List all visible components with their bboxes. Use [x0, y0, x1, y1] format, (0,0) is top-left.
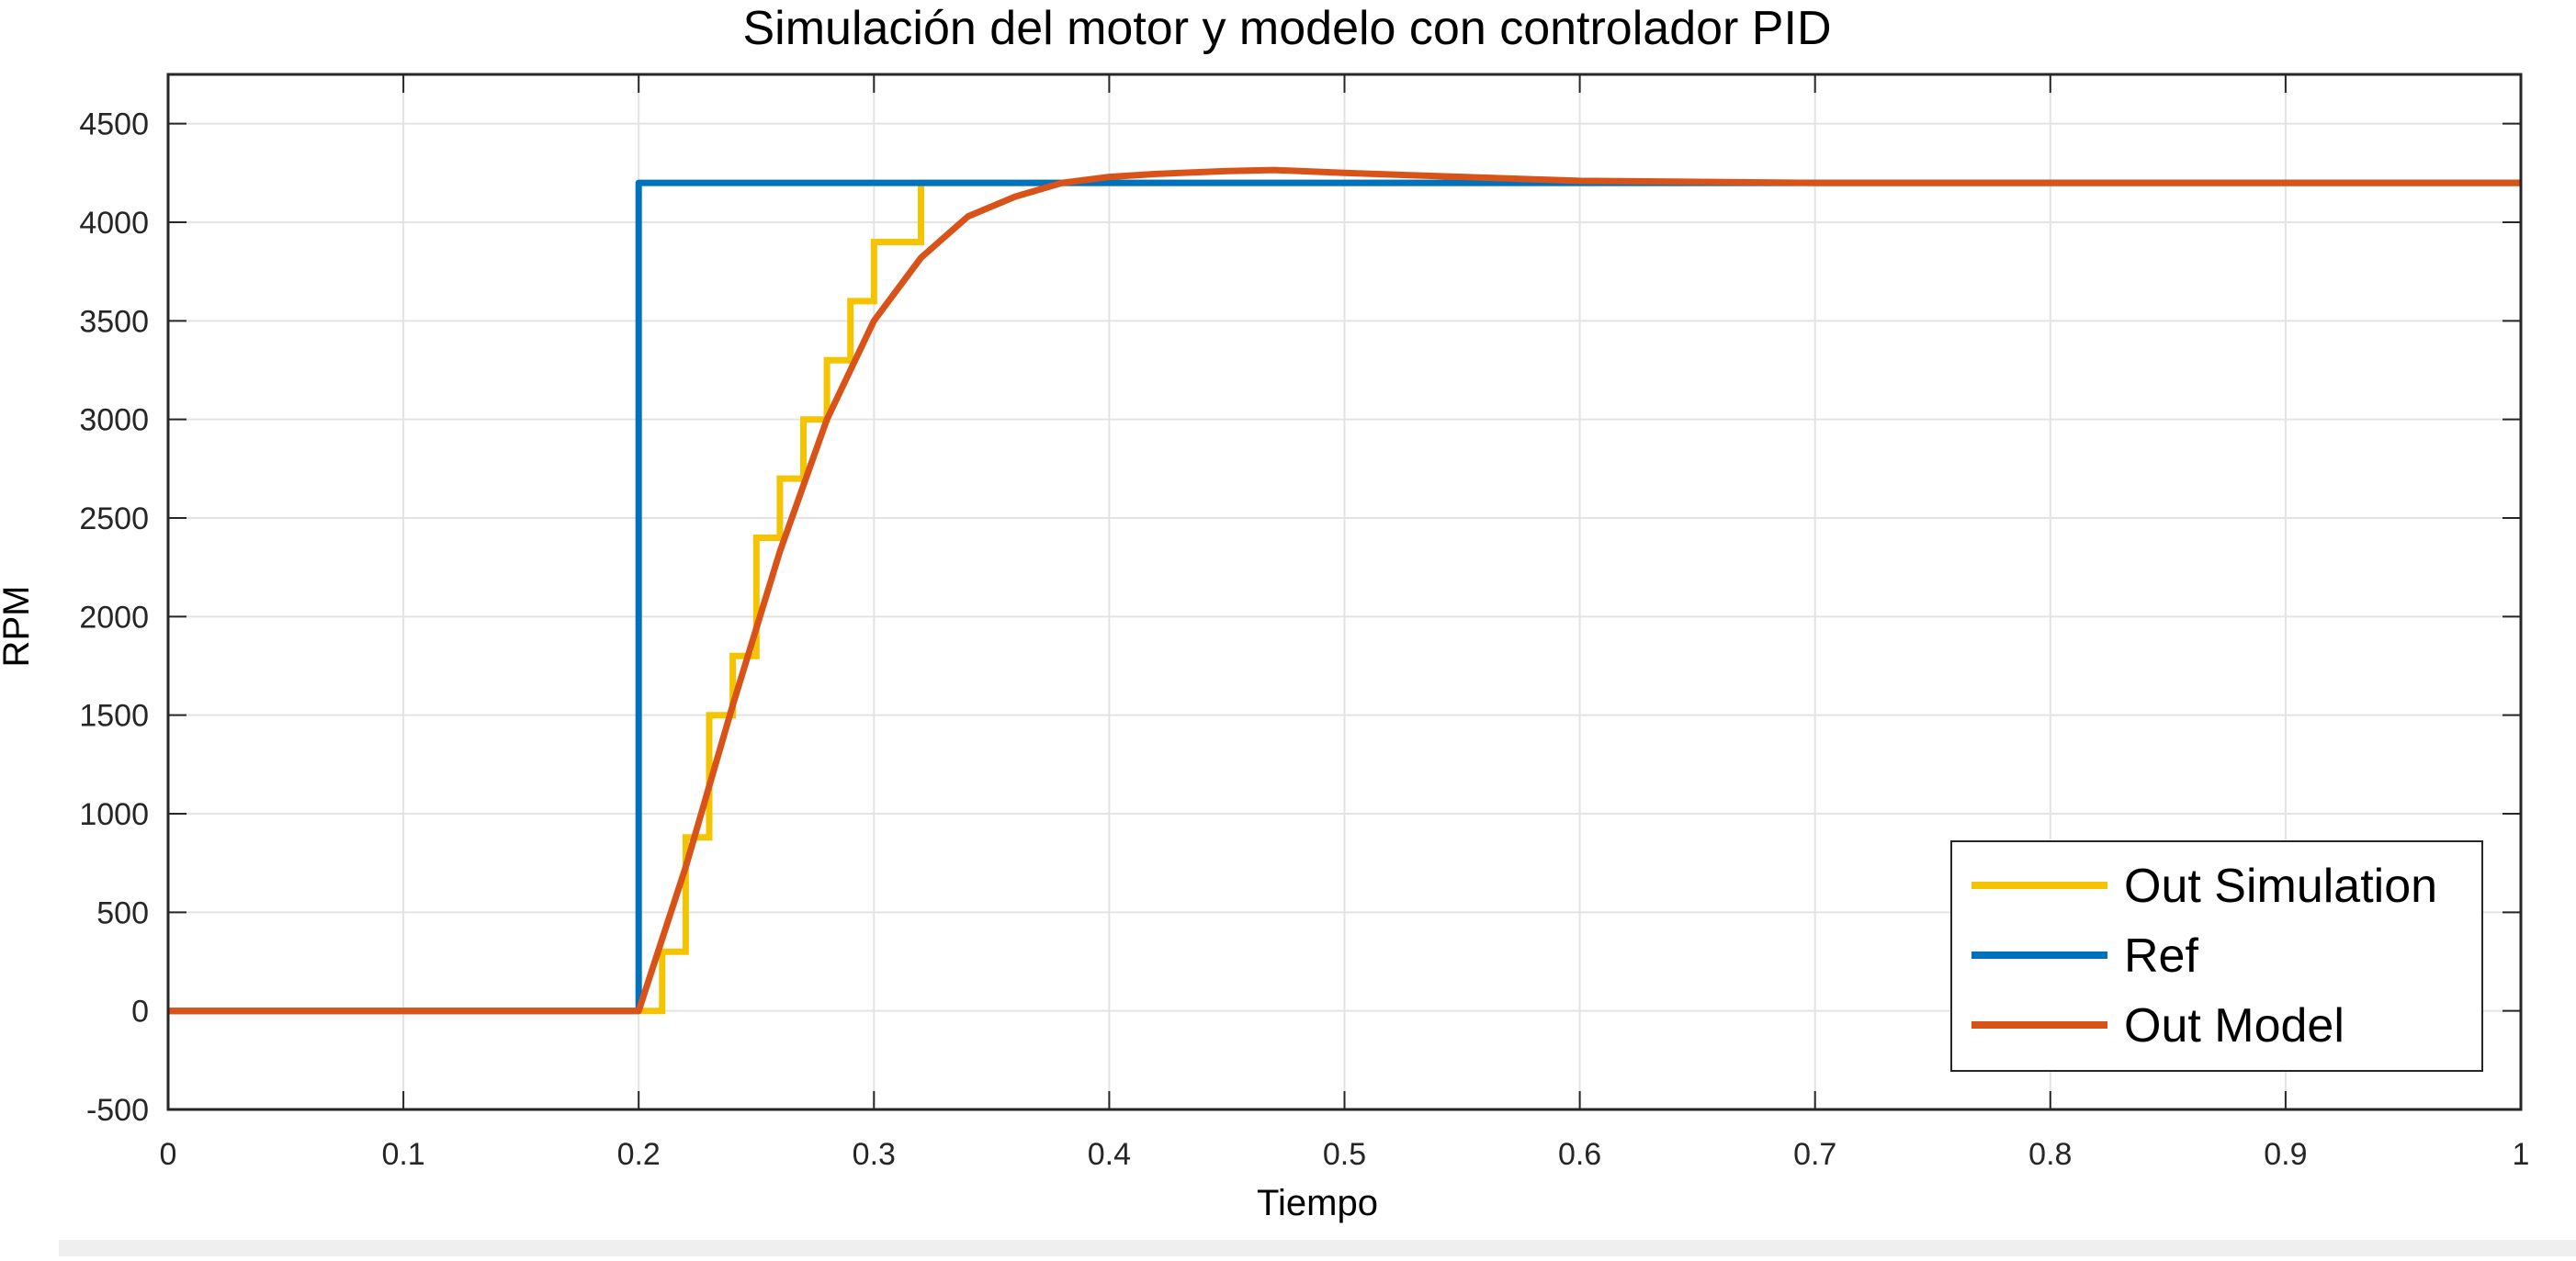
x-tick-labels: 0 0.1 0.2 0.3 0.4 0.5 0.6 0.7 0.8 0.9 1	[160, 1137, 2530, 1172]
x-tick-label: 0.2	[617, 1137, 661, 1172]
y-tick-label: 4500	[79, 107, 149, 142]
y-tick-label: -500	[86, 1093, 149, 1128]
y-axis-label: RPM	[0, 586, 37, 668]
y-tick-label: 3500	[79, 304, 149, 339]
legend-label-ref: Ref	[2124, 929, 2198, 983]
x-tick-label: 0.3	[853, 1137, 896, 1172]
y-tick-label: 3000	[79, 403, 149, 438]
y-tick-labels: -500 0 500 1000 1500 2000 2500 3000 3500 4000 4500	[79, 107, 149, 1128]
chart-title: Simulación del motor y modelo con contro…	[742, 2, 1831, 55]
x-tick-label: 0.8	[2028, 1137, 2072, 1172]
y-tick-label: 500	[96, 895, 149, 930]
y-tick-label: 2500	[79, 501, 149, 536]
legend-label-out-simulation: Out Simulation	[2124, 860, 2437, 913]
series-layer	[168, 166, 2521, 1015]
x-tick-label: 0.7	[1793, 1137, 1836, 1172]
y-tick-label: 1000	[79, 797, 149, 832]
x-tick-label: 0.5	[1323, 1137, 1366, 1172]
legend: Out Simulation Ref Out Model	[1950, 840, 2483, 1072]
x-tick-label: 0.1	[381, 1137, 424, 1172]
x-tick-label: 1	[2513, 1137, 2530, 1172]
y-tick-label: 2000	[79, 600, 149, 635]
x-tick-label: 0	[160, 1137, 177, 1172]
legend-label-out-model: Out Model	[2124, 999, 2344, 1053]
y-tick-label: 4000	[79, 206, 149, 241]
bottom-strip	[59, 1240, 2576, 1256]
x-axis-label: Tiempo	[1257, 1183, 1378, 1223]
y-tick-label: 0	[131, 995, 149, 1030]
plot-frame	[166, 73, 2523, 1111]
y-tick-label: 1500	[79, 699, 149, 734]
x-tick-label: 0.9	[2264, 1137, 2307, 1172]
x-tick-label: 0.6	[1558, 1137, 1601, 1172]
x-tick-label: 0.4	[1088, 1137, 1131, 1172]
series-line-out-model	[168, 166, 2521, 1015]
